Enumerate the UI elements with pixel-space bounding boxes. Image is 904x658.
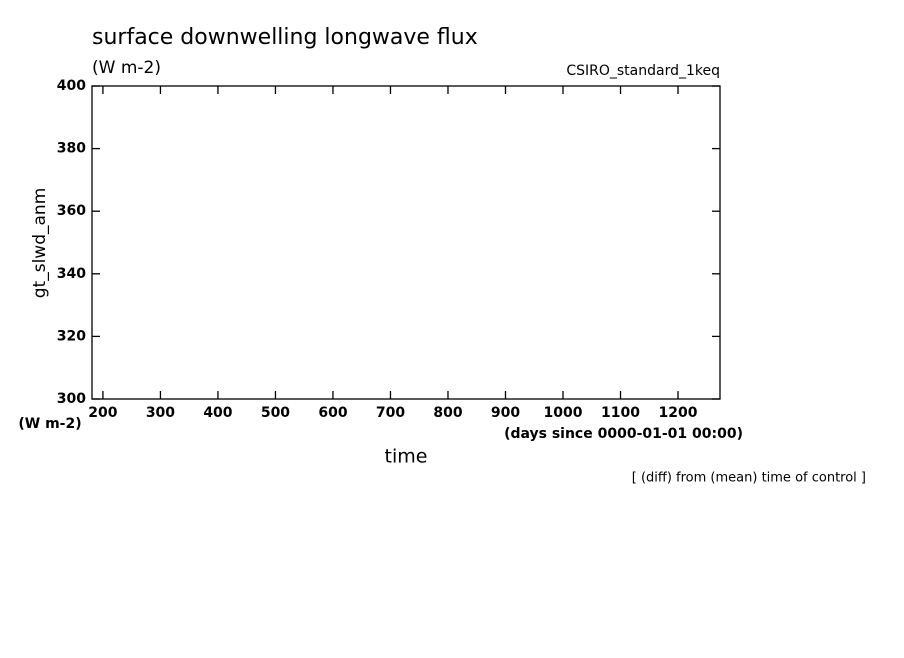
x-tick-label: 500 (261, 405, 290, 421)
note: [ (diff) from (mean) time of control ] (632, 471, 866, 486)
y-tick-label: 360 (57, 203, 86, 219)
y-tick-label: 400 (57, 78, 86, 94)
x-axis-label: time (385, 446, 428, 468)
plot-frame (91, 85, 721, 400)
x-tick-label: 300 (146, 405, 175, 421)
run-label: CSIRO_standard_1keq (566, 63, 720, 79)
y-axis-label: gt_slwd_anm (30, 188, 50, 298)
y-units: (W m-2) (18, 416, 81, 432)
x-tick-label: 200 (88, 405, 117, 421)
x-tick-label: 900 (491, 405, 520, 421)
x-tick-label: 1200 (659, 405, 698, 421)
x-tick-label: 700 (376, 405, 405, 421)
x-tick-label: 400 (203, 405, 232, 421)
y-tick-label: 300 (57, 391, 86, 407)
y-tick-label: 340 (57, 266, 86, 282)
chart-subtitle: (W m-2) (92, 58, 161, 78)
x-tick-label: 800 (433, 405, 462, 421)
x-tick-label: 600 (318, 405, 347, 421)
x-tick-label: 1000 (544, 405, 583, 421)
chart-title: surface downwelling longwave flux (92, 25, 478, 50)
y-tick-label: 320 (57, 328, 86, 344)
y-tick-label: 380 (57, 141, 86, 157)
x-units: (days since 0000-01-01 00:00) (504, 426, 743, 442)
x-tick-label: 1100 (601, 405, 640, 421)
